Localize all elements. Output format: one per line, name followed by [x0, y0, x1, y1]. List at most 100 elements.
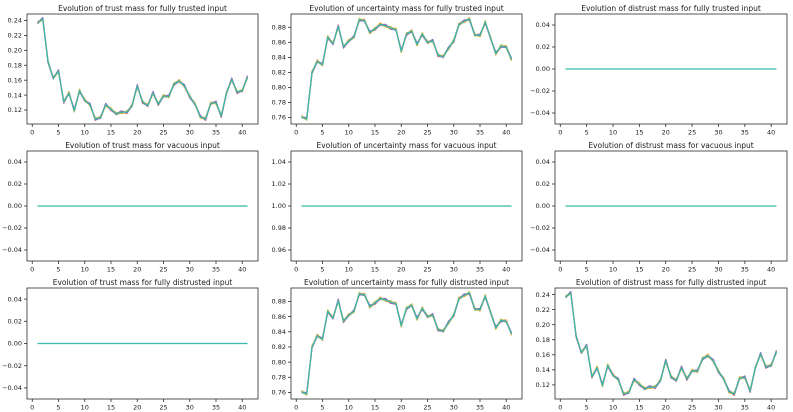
- x-tick-label: 0: [30, 129, 34, 137]
- x-tick-label: 15: [371, 266, 379, 274]
- chart-canvas-distrust-vacuous: 0 5 10 15 20 25 30 35 40 −0.04 −0.02 0.00 0.02 0.04: [530, 150, 788, 274]
- y-tick-label: 0.78: [272, 99, 286, 107]
- x-tick-label: 30: [714, 404, 722, 412]
- x-tick-label: 40: [238, 129, 246, 137]
- x-tick-label: 15: [107, 404, 115, 412]
- x-tick-label: 25: [688, 404, 696, 412]
- x-tick-label: 10: [345, 266, 353, 274]
- axes-box: [290, 13, 523, 125]
- y-tick-label: 0.24: [8, 17, 22, 25]
- y-tick-label: 0.14: [536, 366, 550, 374]
- y-tick-label: 0.88: [272, 24, 286, 32]
- x-tick-label: 0: [30, 266, 34, 274]
- y-tick-label: −0.04: [2, 246, 22, 254]
- y-tick-label: 0.16: [536, 351, 550, 359]
- chart-title: Evolution of uncertainty mass for fully …: [303, 278, 510, 287]
- x-tick-label: 20: [397, 404, 405, 412]
- x-tick-label: 10: [609, 404, 617, 412]
- x-tick-label: 25: [159, 129, 167, 137]
- y-tick-label: 0.04: [536, 158, 550, 166]
- y-tick-label: 1.02: [272, 180, 286, 188]
- x-tick-label: 40: [238, 266, 246, 274]
- x-tick-label: 15: [107, 266, 115, 274]
- y-tick-label: −0.04: [530, 246, 550, 254]
- subplot-uncertainty-fully-trusted: 0 5 10 15 20 25 30 35 40 0.76 0.78 0.80 0.82 0.84 0.86…: [264, 0, 528, 137]
- chart-title: Evolution of distrust mass for fully dis…: [575, 278, 767, 287]
- x-tick-label: 40: [767, 266, 775, 274]
- x-tick-label: 30: [450, 129, 458, 137]
- chart-title: Evolution of distrust mass for vacuous i…: [588, 141, 754, 150]
- y-tick-label: 0.86: [272, 39, 286, 47]
- chart-canvas-distrust-fully-trusted: 0 5 10 15 20 25 30 35 40 −0.04 −0.02 0.00 0.02 0.04: [530, 13, 788, 137]
- x-tick-label: 5: [585, 266, 589, 274]
- x-tick-label: 35: [212, 266, 220, 274]
- y-tick-label: 0.82: [272, 343, 286, 351]
- y-tick-label: −0.04: [530, 109, 550, 117]
- x-tick-label: 10: [81, 266, 89, 274]
- y-tick-label: 0.22: [8, 32, 22, 40]
- chart-title: Evolution of uncertainty mass for fully …: [309, 4, 504, 13]
- y-tick-label: −0.02: [530, 224, 550, 232]
- data-line: [301, 292, 513, 395]
- subplot-trust-fully-trusted: 0 5 10 15 20 25 30 35 40 0.12 0.14 0.16 0.18 0.20 0.22…: [0, 0, 264, 137]
- underlying-run-line: [565, 293, 777, 395]
- chart-title: Evolution of trust mass for fully distru…: [52, 278, 233, 287]
- chart-canvas-uncertainty-fully-distrusted: 0 5 10 15 20 25 30 35 40 0.76 0.78 0.80 0.82 0.84 0.86…: [272, 287, 523, 412]
- y-tick-label: 0.82: [272, 69, 286, 77]
- y-tick-label: 0.86: [272, 313, 286, 321]
- x-tick-label: 0: [558, 404, 562, 412]
- y-tick-label: 0.84: [272, 328, 286, 336]
- y-tick-label: 0.00: [8, 340, 22, 348]
- x-tick-label: 25: [423, 266, 431, 274]
- y-tick-label: −0.02: [2, 224, 22, 232]
- y-tick-label: 0.12: [8, 106, 22, 114]
- y-tick-label: 0.24: [536, 291, 550, 299]
- x-tick-label: 40: [502, 266, 510, 274]
- x-tick-label: 25: [159, 404, 167, 412]
- x-tick-label: 5: [320, 266, 324, 274]
- x-tick-label: 20: [662, 404, 670, 412]
- x-tick-label: 5: [56, 129, 60, 137]
- y-tick-label: 0.14: [8, 91, 22, 99]
- subplot-distrust-fully-trusted: 0 5 10 15 20 25 30 35 40 −0.04 −0.02 0.00 0.02 0.04 E…: [528, 0, 793, 137]
- y-tick-label: 0.04: [536, 21, 550, 29]
- y-tick-label: 0.80: [272, 84, 286, 92]
- y-tick-label: 0.96: [272, 246, 286, 254]
- y-tick-label: 0.00: [536, 202, 550, 210]
- x-tick-label: 15: [635, 129, 643, 137]
- x-tick-label: 20: [133, 129, 141, 137]
- x-tick-label: 0: [30, 404, 34, 412]
- x-tick-label: 35: [476, 129, 484, 137]
- x-tick-label: 40: [502, 404, 510, 412]
- x-tick-label: 40: [502, 129, 510, 137]
- y-tick-label: 0.84: [272, 54, 286, 62]
- x-tick-label: 5: [56, 266, 60, 274]
- x-tick-label: 5: [585, 129, 589, 137]
- y-tick-label: 0.04: [8, 158, 22, 166]
- x-tick-label: 20: [133, 266, 141, 274]
- x-tick-label: 20: [397, 266, 405, 274]
- axes-box: [554, 287, 788, 400]
- y-tick-label: 0.00: [8, 202, 22, 210]
- y-tick-label: 0.80: [272, 358, 286, 366]
- subplot-uncertainty-fully-distrusted: 0 5 10 15 20 25 30 35 40 0.76 0.78 0.80 0.82 0.84 0.86…: [264, 274, 528, 412]
- x-tick-label: 25: [159, 266, 167, 274]
- data-line: [565, 292, 778, 395]
- y-tick-label: 0.12: [536, 381, 550, 389]
- x-tick-label: 25: [423, 404, 431, 412]
- y-tick-label: 0.02: [8, 318, 22, 326]
- y-tick-label: 0.98: [272, 224, 286, 232]
- x-tick-label: 10: [81, 404, 89, 412]
- x-tick-label: 30: [186, 404, 194, 412]
- subplot-distrust-fully-distrusted: 0 5 10 15 20 25 30 35 40 0.12 0.14 0.16 0.18 0.20 0.22…: [528, 274, 793, 412]
- x-tick-label: 40: [767, 404, 775, 412]
- x-tick-label: 0: [294, 129, 298, 137]
- y-tick-label: 0.76: [272, 389, 286, 397]
- x-tick-label: 25: [423, 129, 431, 137]
- x-tick-label: 15: [635, 266, 643, 274]
- y-tick-label: 0.02: [8, 180, 22, 188]
- x-tick-label: 40: [767, 129, 775, 137]
- x-tick-label: 0: [558, 266, 562, 274]
- y-tick-label: 0.16: [8, 76, 22, 84]
- y-tick-label: 0.02: [536, 180, 550, 188]
